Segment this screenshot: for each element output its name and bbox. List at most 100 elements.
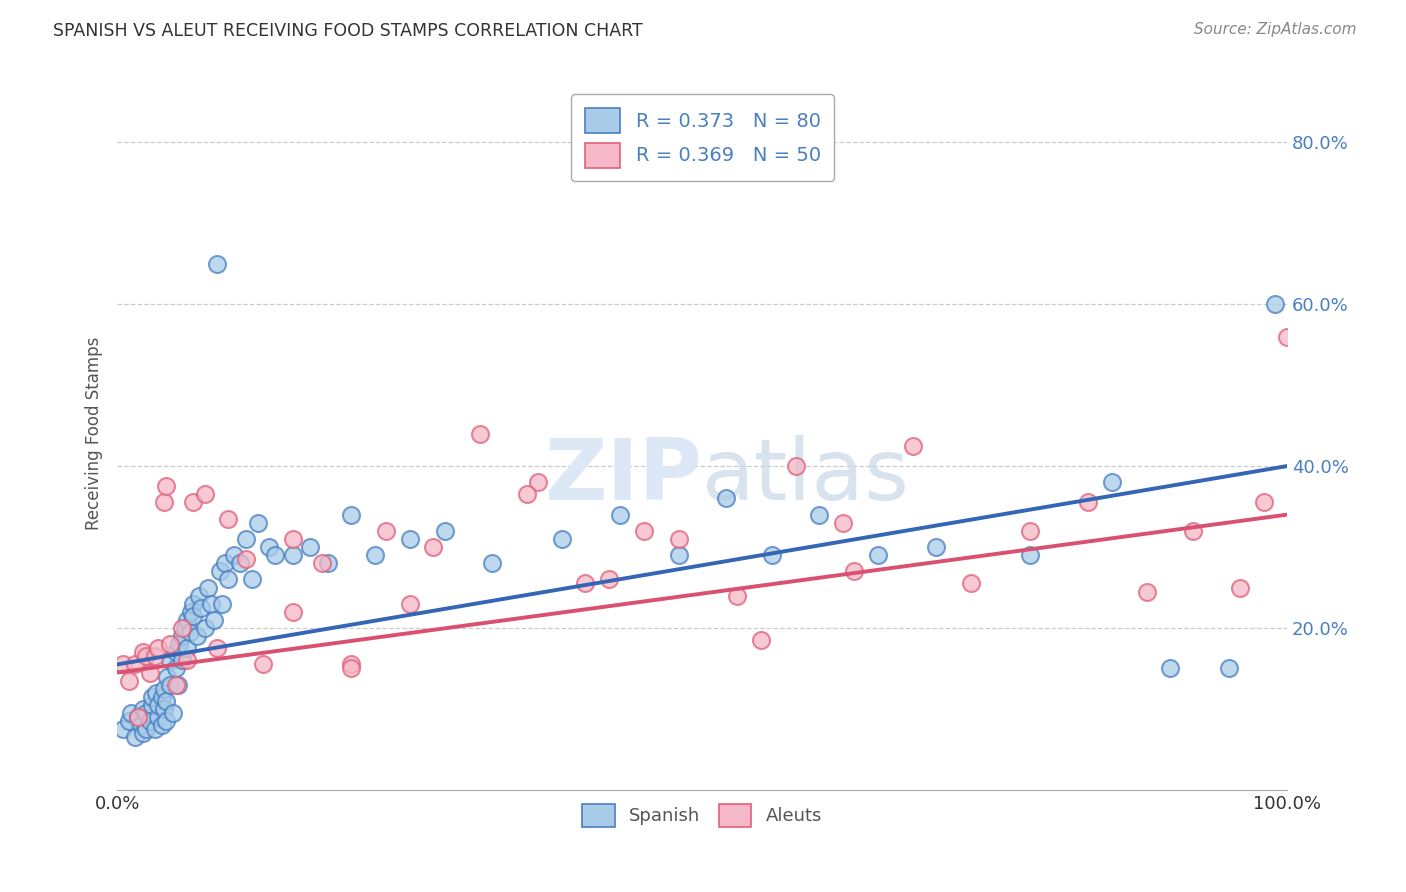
Point	[340, 661, 363, 675]
Point	[901, 439, 924, 453]
Point	[235, 552, 257, 566]
Point	[165, 661, 187, 675]
Point	[167, 678, 190, 692]
Point	[468, 426, 491, 441]
Point	[281, 605, 304, 619]
Text: atlas: atlas	[702, 435, 910, 518]
Point	[139, 714, 162, 728]
Y-axis label: Receiving Food Stamps: Receiving Food Stamps	[86, 337, 103, 531]
Point	[197, 581, 219, 595]
Point	[609, 508, 631, 522]
Point	[1182, 524, 1205, 538]
Point	[135, 722, 157, 736]
Point	[135, 706, 157, 720]
Point	[960, 576, 983, 591]
Point	[176, 653, 198, 667]
Point	[127, 710, 149, 724]
Point	[155, 694, 177, 708]
Point	[235, 532, 257, 546]
Point	[174, 621, 197, 635]
Point	[246, 516, 269, 530]
Point	[340, 657, 363, 672]
Point	[1229, 581, 1251, 595]
Point	[375, 524, 398, 538]
Point	[155, 479, 177, 493]
Point	[1018, 524, 1040, 538]
Point	[422, 540, 444, 554]
Point	[194, 621, 217, 635]
Point	[866, 548, 889, 562]
Point	[1264, 297, 1286, 311]
Point	[1018, 548, 1040, 562]
Point	[176, 641, 198, 656]
Point	[211, 597, 233, 611]
Point	[224, 548, 246, 562]
Point	[135, 649, 157, 664]
Point	[527, 475, 550, 490]
Point	[165, 678, 187, 692]
Point	[170, 653, 193, 667]
Point	[155, 714, 177, 728]
Point	[179, 625, 201, 640]
Point	[146, 641, 169, 656]
Point	[1136, 584, 1159, 599]
Point	[209, 564, 232, 578]
Point	[516, 487, 538, 501]
Point	[190, 600, 212, 615]
Point	[1077, 495, 1099, 509]
Point	[143, 722, 166, 736]
Point	[264, 548, 287, 562]
Point	[785, 458, 807, 473]
Point	[159, 637, 181, 651]
Point	[202, 613, 225, 627]
Point	[181, 495, 204, 509]
Point	[398, 532, 420, 546]
Point	[145, 686, 167, 700]
Point	[194, 487, 217, 501]
Point	[281, 532, 304, 546]
Point	[398, 597, 420, 611]
Point	[139, 665, 162, 680]
Point	[551, 532, 574, 546]
Point	[162, 706, 184, 720]
Point	[141, 690, 163, 704]
Point	[311, 556, 333, 570]
Point	[363, 548, 385, 562]
Point	[808, 508, 831, 522]
Point	[153, 681, 176, 696]
Point	[259, 540, 281, 554]
Point	[146, 710, 169, 724]
Point	[1275, 329, 1298, 343]
Point	[761, 548, 783, 562]
Point	[143, 649, 166, 664]
Point	[180, 605, 202, 619]
Point	[118, 673, 141, 688]
Point	[925, 540, 948, 554]
Point	[188, 589, 211, 603]
Point	[181, 608, 204, 623]
Legend: Spanish, Aleuts: Spanish, Aleuts	[575, 797, 830, 834]
Point	[132, 645, 155, 659]
Point	[668, 532, 690, 546]
Point	[132, 726, 155, 740]
Point	[1218, 661, 1240, 675]
Text: Source: ZipAtlas.com: Source: ZipAtlas.com	[1194, 22, 1357, 37]
Point	[124, 731, 146, 745]
Point	[749, 633, 772, 648]
Point	[668, 548, 690, 562]
Text: SPANISH VS ALEUT RECEIVING FOOD STAMPS CORRELATION CHART: SPANISH VS ALEUT RECEIVING FOOD STAMPS C…	[53, 22, 643, 40]
Point	[186, 629, 208, 643]
Point	[1253, 495, 1275, 509]
Point	[127, 710, 149, 724]
Point	[146, 698, 169, 712]
Point	[153, 495, 176, 509]
Point	[725, 589, 748, 603]
Point	[205, 641, 228, 656]
Point	[167, 637, 190, 651]
Point	[831, 516, 853, 530]
Point	[159, 678, 181, 692]
Point	[252, 657, 274, 672]
Point	[229, 556, 252, 570]
Point	[214, 556, 236, 570]
Point	[159, 653, 181, 667]
